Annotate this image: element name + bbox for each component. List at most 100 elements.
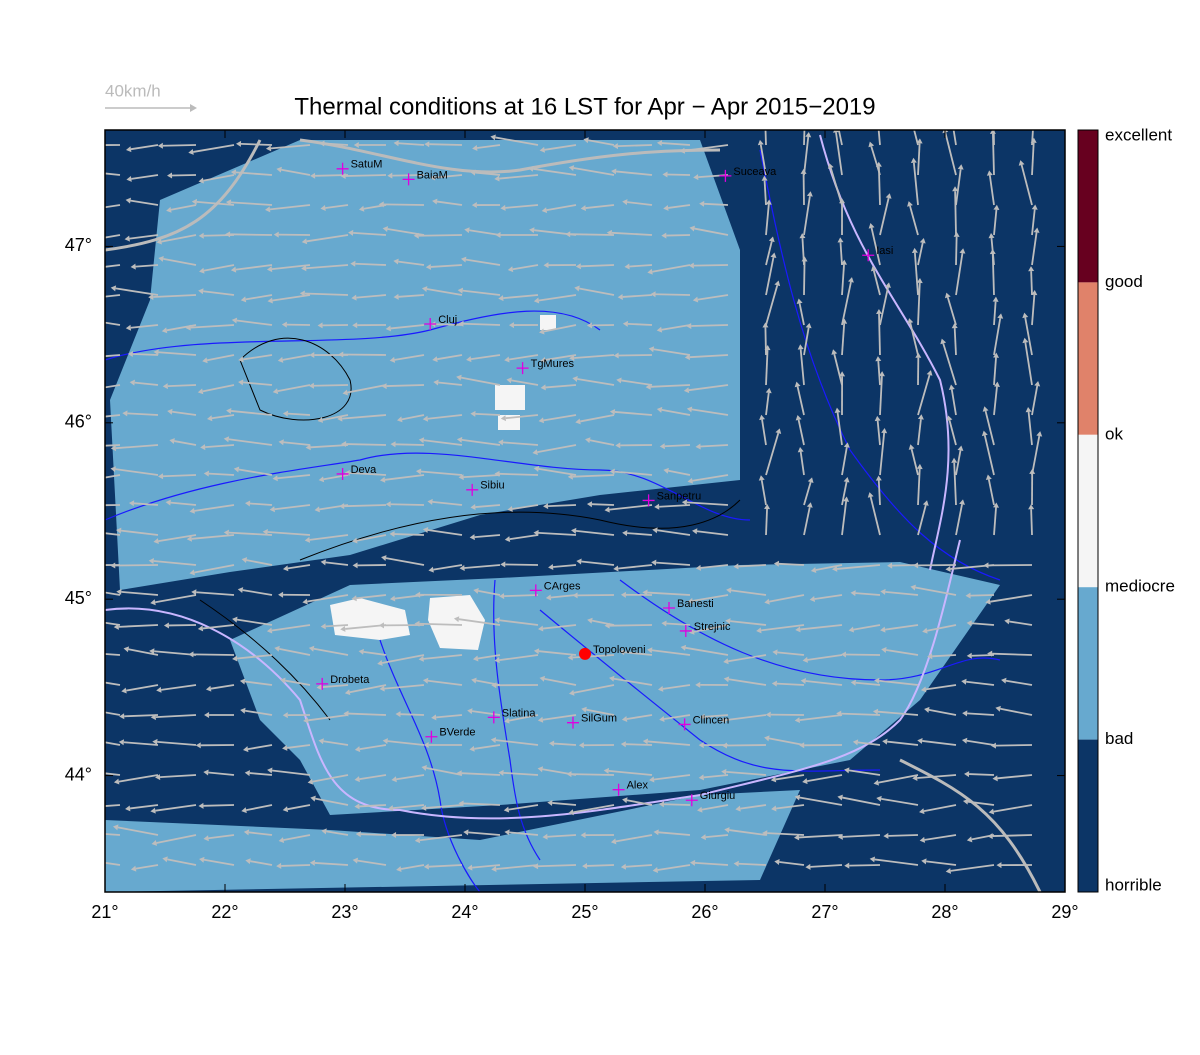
wind-arrow-head xyxy=(72,355,77,361)
wind-arrow-head xyxy=(76,856,81,862)
wind-arrow xyxy=(694,265,728,266)
city-label: Suceava xyxy=(733,166,777,178)
wind-arrow-head xyxy=(991,113,997,118)
wind-arrow-head xyxy=(76,676,81,682)
city-label: Alex xyxy=(627,780,649,792)
wind-arrow-head xyxy=(81,142,86,148)
colorbar-segment xyxy=(1078,130,1098,282)
x-tick-label: 23° xyxy=(331,902,358,922)
wind-arrow xyxy=(419,624,462,625)
wind-arrow xyxy=(993,254,994,295)
city-label: Slatina xyxy=(502,707,537,719)
wind-arrow-head xyxy=(84,562,89,568)
wind-arrow xyxy=(971,595,994,596)
wind-arrow xyxy=(879,314,880,355)
colorbar-label: horrible xyxy=(1105,875,1162,894)
wind-arrow xyxy=(656,294,690,295)
wind-arrow xyxy=(463,324,500,325)
wind-arrow xyxy=(193,654,234,655)
wind-arrow xyxy=(505,564,538,565)
wind-arrow xyxy=(241,144,272,145)
scale-label: 40km/h xyxy=(105,81,161,100)
x-tick-label: 21° xyxy=(91,902,118,922)
wind-arrow xyxy=(163,145,196,146)
city-label: Giurgiu xyxy=(700,790,735,802)
wind-arrow-head xyxy=(81,502,86,508)
wind-arrow-head xyxy=(905,99,911,105)
colorbar-label: excellent xyxy=(1105,125,1172,144)
wind-arrow xyxy=(846,654,880,655)
wind-arrow xyxy=(346,444,386,445)
wind-arrow-head xyxy=(79,296,84,302)
wind-arrow xyxy=(203,805,234,806)
wind-arrow-head xyxy=(73,805,78,811)
city-label: Deva xyxy=(351,464,378,476)
wind-arrow-head xyxy=(77,527,82,533)
wind-arrow xyxy=(346,175,386,176)
wind-arrow xyxy=(1031,509,1032,535)
wind-arrow-head xyxy=(91,830,96,836)
wind-arrow-head xyxy=(79,168,84,174)
wind-arrow xyxy=(1031,271,1032,295)
y-tick-label: 45° xyxy=(65,588,92,608)
wind-arrow xyxy=(538,865,576,866)
map-title: Thermal conditions at 16 LST for Apr − A… xyxy=(294,93,875,120)
colorbar-label: ok xyxy=(1105,424,1123,443)
city-label: CArges xyxy=(544,580,581,592)
wind-arrow xyxy=(993,835,1032,836)
wind-arrow xyxy=(499,474,538,475)
wind-arrow xyxy=(384,204,424,205)
city-label: BaiaM xyxy=(417,169,448,181)
wind-arrow xyxy=(163,475,196,476)
wind-arrow-head xyxy=(76,208,81,214)
x-tick-label: 24° xyxy=(451,902,478,922)
wind-arrow xyxy=(610,625,652,626)
wind-arrow-head xyxy=(80,478,85,484)
wind-arrow xyxy=(765,327,766,355)
wind-arrow xyxy=(93,445,120,446)
wind-arrow xyxy=(395,534,424,535)
city-label: BVerde xyxy=(439,727,475,739)
wind-arrow xyxy=(765,118,766,145)
wind-arrow xyxy=(626,744,652,745)
wind-arrow xyxy=(587,865,614,866)
wind-arrow xyxy=(664,804,690,805)
wind-arrow xyxy=(849,865,880,866)
city-label: Sanpetru xyxy=(657,490,702,502)
wind-arrow xyxy=(504,595,538,596)
wind-arrow-head xyxy=(1031,109,1037,114)
wind-arrow-head xyxy=(75,616,80,622)
city-label: SatuM xyxy=(351,159,383,171)
wind-arrow xyxy=(391,504,424,505)
wind-arrow xyxy=(396,444,424,445)
wind-arrow xyxy=(888,835,918,836)
map-area xyxy=(72,99,1065,892)
wind-arrow-head xyxy=(92,236,97,242)
wind-arrow xyxy=(691,325,728,326)
wind-arrow xyxy=(739,864,766,865)
wind-arrow-head xyxy=(77,705,82,711)
wind-arrow xyxy=(115,565,158,566)
wind-arrow xyxy=(133,354,158,355)
wind-arrow xyxy=(956,237,957,265)
wind-arrow xyxy=(619,355,652,356)
wind-arrow xyxy=(969,774,994,775)
colorbar-segment xyxy=(1078,587,1098,739)
wind-arrow xyxy=(429,144,462,145)
city-label: Banesti xyxy=(677,598,714,610)
wind-arrow xyxy=(401,714,424,715)
colorbar-label: bad xyxy=(1105,729,1133,748)
wind-arrow-head xyxy=(86,317,91,323)
colorbar-segment xyxy=(1078,282,1098,434)
wind-arrow-head xyxy=(82,266,87,272)
y-tick-label: 47° xyxy=(65,235,92,255)
city-label: TgMures xyxy=(531,358,575,370)
city-label: Topoloveni xyxy=(593,644,646,656)
colorbar-label: mediocre xyxy=(1105,577,1175,596)
scale-arrow-head xyxy=(190,104,197,112)
wind-arrow-head xyxy=(947,99,953,104)
wind-arrow xyxy=(666,235,690,236)
city-label: Cluj xyxy=(438,314,457,326)
wind-arrow xyxy=(344,505,386,506)
